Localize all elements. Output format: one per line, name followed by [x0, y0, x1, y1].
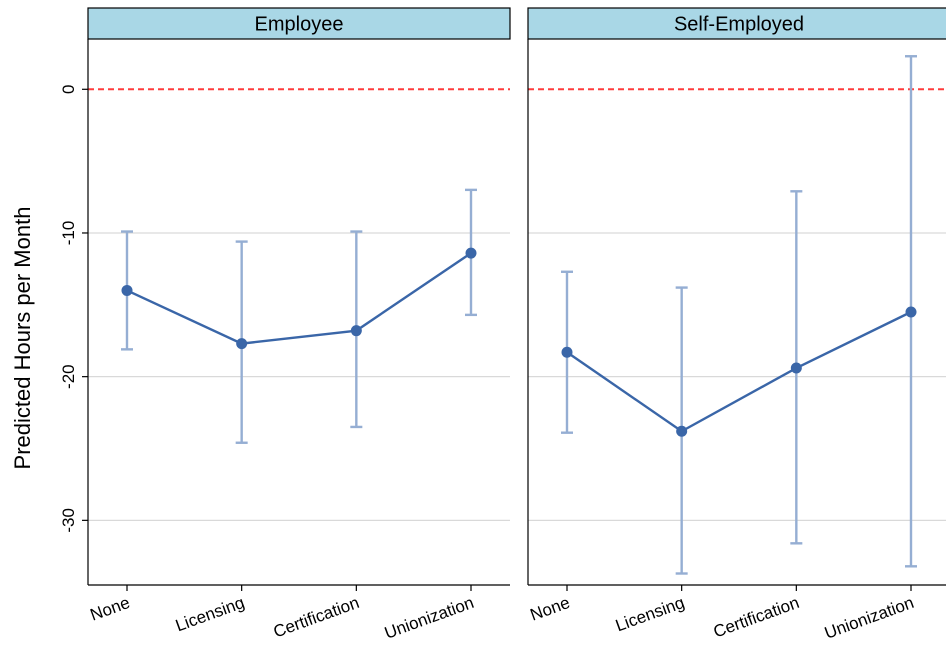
- data-point: [790, 362, 802, 374]
- panel-header: [87, 7, 511, 40]
- data-point: [905, 306, 917, 318]
- data-point: [465, 247, 477, 259]
- panel-header: [527, 7, 946, 40]
- data-point: [676, 425, 688, 437]
- x-tick-label: Unionization: [382, 593, 476, 643]
- y-tick-label: -20: [59, 364, 78, 389]
- panel-title: Self-Employed: [674, 14, 804, 36]
- data-point: [350, 325, 362, 337]
- panel-1: Self-Employed None Licensing Certification U…: [527, 7, 946, 643]
- x-tick-label: Licensing: [173, 593, 247, 635]
- data-point: [561, 346, 573, 358]
- series-line: [566, 310, 912, 433]
- panels: Employee 0 -10 -20 -30 None Licensing Certifica…: [59, 7, 946, 643]
- y-tick-label: 0: [59, 85, 78, 94]
- x-tick-label: Unionization: [822, 593, 916, 643]
- x-tick-label: None: [88, 593, 133, 625]
- x-tick-label: Certification: [271, 593, 362, 642]
- y-tick-label: -10: [59, 221, 78, 246]
- y-axis-title: Predicted Hours per Month: [10, 207, 35, 470]
- panel-0: Employee 0 -10 -20 -30 None Licensing Certifica…: [59, 7, 511, 643]
- x-tick-label: Licensing: [613, 593, 687, 635]
- x-tick-label: Certification: [711, 593, 802, 642]
- panel-title: Employee: [255, 14, 344, 36]
- data-point: [121, 284, 133, 296]
- x-tick-label: None: [528, 593, 573, 625]
- series-line: [126, 252, 472, 345]
- data-point: [236, 338, 248, 350]
- y-tick-label: -30: [59, 508, 78, 533]
